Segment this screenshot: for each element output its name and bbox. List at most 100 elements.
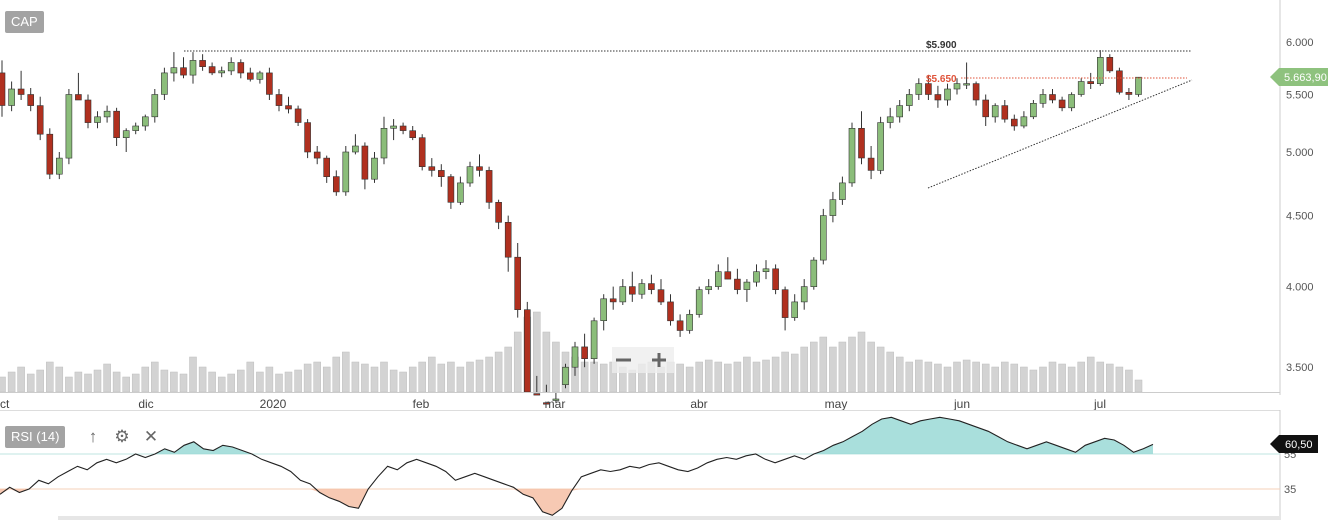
volume-bar: [246, 361, 255, 393]
volume-bar: [1096, 361, 1105, 393]
volume-bar: [208, 371, 216, 393]
volume-bar: [1077, 361, 1085, 393]
volume-bar: [714, 361, 723, 393]
candle-down: [437, 170, 445, 177]
candle-up: [1077, 81, 1085, 95]
volume-bar: [886, 351, 894, 393]
candle-down: [285, 105, 292, 110]
price-y-ticks: 6.000 5.500 5.000 4.500 4.000 3.500: [1286, 37, 1314, 374]
price-chart[interactable]: $5.900 $5.650 6.000 5.500 5.000 4.500 4.000 3…: [0, 0, 1328, 410]
volume-bar: [895, 356, 904, 393]
volume-bar: [485, 356, 493, 393]
candle-down: [1125, 92, 1133, 95]
candle-up: [1135, 76, 1142, 95]
volume-bar: [65, 376, 73, 393]
rsi-last-value-tag: [1270, 435, 1318, 453]
close-icon[interactable]: ✕: [143, 427, 159, 446]
volume-bar: [456, 366, 465, 393]
volume-bar: [408, 366, 417, 393]
gear-icon[interactable]: ⚙: [114, 427, 130, 446]
volume-bar: [1134, 379, 1143, 393]
volume-bar: [351, 361, 360, 393]
volume-bar: [17, 366, 25, 393]
move-up-icon[interactable]: ↑: [88, 427, 98, 446]
volume-bar: [953, 361, 961, 393]
rsi-chart[interactable]: 55 35 60,50: [0, 410, 1328, 520]
candle-down: [313, 151, 321, 159]
candle-down: [523, 309, 531, 393]
candle-up: [839, 182, 846, 200]
volume-bar: [7, 371, 16, 393]
volume-bar: [189, 356, 197, 393]
candle-up: [1039, 94, 1047, 104]
candle-down: [628, 286, 636, 295]
candle-down: [84, 99, 92, 123]
candle-up: [810, 259, 818, 288]
candle-down: [1087, 81, 1094, 85]
volume-bar: [322, 366, 331, 393]
volume-bar: [857, 331, 866, 393]
volume-bar: [256, 371, 264, 393]
x-axis-ticks: ct dic 2020 feb mar abr may jun jul: [0, 397, 1106, 410]
volume-bar: [628, 369, 637, 393]
volume-bar: [84, 373, 92, 393]
y-tick-label: 5.500: [1286, 90, 1314, 102]
candle-down: [409, 130, 417, 138]
volume-bar: [762, 359, 770, 393]
rsi-line: [0, 416, 1154, 516]
candle-up: [390, 125, 397, 129]
volume-bar: [179, 373, 188, 393]
candle-up: [1020, 116, 1028, 127]
volume-bar: [552, 341, 560, 393]
volume-bar: [332, 356, 341, 393]
candle-up: [743, 281, 751, 290]
candle-up: [122, 130, 130, 138]
candle-down: [428, 166, 436, 171]
volume-bar: [504, 346, 512, 393]
bottom-scrollbar[interactable]: [58, 516, 1280, 520]
candle-down: [1010, 118, 1018, 127]
candle-up: [151, 94, 159, 118]
candle-up: [638, 283, 646, 295]
crosshair-controls[interactable]: [612, 347, 674, 373]
candle-up: [457, 182, 464, 203]
candle-down: [485, 170, 493, 203]
candle-up: [161, 72, 168, 95]
volume-bar: [1029, 369, 1038, 393]
candle-up: [352, 145, 359, 153]
volume-bar: [294, 369, 302, 393]
volume-bar: [170, 371, 178, 393]
volume-bar: [829, 346, 837, 393]
volume-bar: [55, 366, 64, 393]
candle-up: [1097, 56, 1104, 84]
candle-up: [55, 157, 63, 175]
candle-down: [399, 125, 407, 131]
volume-bar: [131, 373, 140, 393]
volume-bar: [160, 369, 169, 393]
candle-up: [65, 94, 73, 159]
volume-bar: [943, 366, 952, 393]
candle-down: [724, 271, 732, 280]
candle-down: [46, 133, 54, 175]
x-tick-label: ct: [0, 397, 10, 410]
volume-bar: [724, 363, 732, 393]
volume-bar: [370, 366, 379, 393]
candle-down: [982, 99, 990, 118]
x-tick-label: dic: [138, 397, 153, 410]
volume-bar: [704, 359, 713, 393]
volume-bar: [934, 363, 942, 393]
symbol-badge: CAP: [5, 11, 44, 33]
volume-bar: [380, 361, 388, 393]
plus-icon[interactable]: [652, 353, 666, 367]
volume-bar: [1001, 361, 1009, 393]
volume-bar: [1067, 366, 1076, 393]
volume-bar: [466, 361, 474, 393]
candle-down: [925, 83, 932, 95]
volume-bar: [36, 369, 44, 393]
volume-bar: [0, 376, 6, 393]
rsi-indicator-label[interactable]: RSI (14): [5, 426, 66, 448]
candle-down: [237, 62, 245, 74]
candle-up: [963, 83, 970, 86]
volume-bar: [237, 369, 245, 393]
candle-down: [657, 289, 665, 303]
